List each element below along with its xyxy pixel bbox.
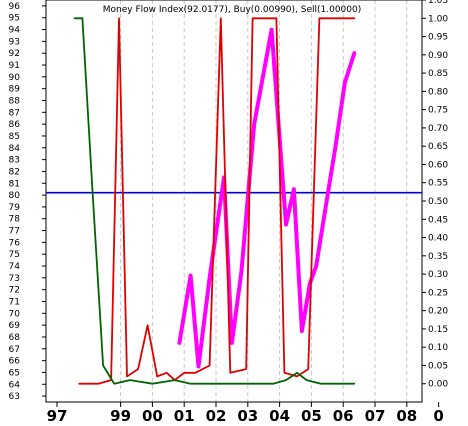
right-axis: 0.00 0.05 0.10 0.15 0.20 0.25 0.30 0.35 0.40 0.45… <box>422 0 448 390</box>
left-tick-label: 87 <box>9 108 20 118</box>
left-tick-label: 89 <box>9 85 21 95</box>
left-tick-label: 91 <box>9 61 20 71</box>
right-tick-label: 0.05 <box>428 361 448 371</box>
x-tick-label: 02 <box>206 407 227 425</box>
right-tick-label: 0.40 <box>428 234 448 244</box>
x-tick-label: 01 <box>174 407 195 425</box>
right-tick-label: 0.70 <box>428 124 448 134</box>
right-tick-label: 0.35 <box>428 252 448 262</box>
sell-series-line <box>78 17 356 385</box>
left-tick-label: 69 <box>9 321 21 331</box>
left-tick-label: 72 <box>9 286 20 296</box>
right-tick-label: 0.85 <box>428 69 448 79</box>
left-tick-label: 85 <box>9 132 20 142</box>
right-tick-label: 0.15 <box>428 325 448 335</box>
left-tick-label: 95 <box>9 14 20 24</box>
left-tick-label: 63 <box>9 392 20 402</box>
left-tick-label: 86 <box>9 120 21 130</box>
left-tick-label: 84 <box>9 144 21 154</box>
series-layer <box>46 17 422 385</box>
left-tick-label: 75 <box>9 250 20 260</box>
right-tick-label: 0.75 <box>428 106 448 116</box>
left-tick-label: 82 <box>9 167 20 177</box>
x-tick-label: 97 <box>47 407 68 425</box>
x-tick-label: 0 <box>433 407 443 425</box>
right-tick-label: 0.45 <box>428 215 448 225</box>
right-tick-label: 0.20 <box>428 307 448 317</box>
x-tick-label: 04 <box>269 407 290 425</box>
left-tick-label: 90 <box>9 73 21 83</box>
left-tick-label: 68 <box>9 333 21 343</box>
right-tick-label: 0.25 <box>428 288 448 298</box>
left-tick-label: 66 <box>9 357 21 367</box>
left-tick-label: 76 <box>9 238 21 248</box>
left-tick-label: 74 <box>9 262 21 272</box>
right-tick-label: 0.55 <box>428 179 448 189</box>
buy-series-line <box>73 17 356 385</box>
left-tick-label: 65 <box>9 368 20 378</box>
left-tick-label: 80 <box>9 191 21 201</box>
x-tick-label: 08 <box>396 407 417 425</box>
x-tick-label: 00 <box>142 407 163 425</box>
left-tick-label: 77 <box>9 227 20 237</box>
left-tick-label: 79 <box>9 203 21 213</box>
right-tick-label: 0.10 <box>428 343 448 353</box>
left-tick-label: 67 <box>9 345 20 355</box>
x-axis: 97 99 00 01 02 03 04 05 06 07 08 0 <box>47 402 444 425</box>
x-tick-label: 07 <box>365 407 386 425</box>
x-tick-label: 03 <box>237 407 258 425</box>
right-tick-label: 0.30 <box>428 270 448 280</box>
x-tick-label: 99 <box>110 407 131 425</box>
left-tick-label: 70 <box>9 309 21 319</box>
left-tick-label: 93 <box>9 37 20 47</box>
right-tick-label: 1.00 <box>428 14 448 24</box>
right-tick-label: 0.90 <box>428 51 448 61</box>
right-tick-label: 0.60 <box>428 160 448 170</box>
x-tick-label: 06 <box>333 407 354 425</box>
left-tick-label: 83 <box>9 156 20 166</box>
left-tick-label: 71 <box>9 298 20 308</box>
x-tick-label: 05 <box>301 407 322 425</box>
left-tick-label: 78 <box>9 215 21 225</box>
left-tick-label: 73 <box>9 274 20 284</box>
right-tick-label: 0.00 <box>428 380 448 390</box>
right-tick-label: 1.05 <box>428 0 448 6</box>
right-tick-label: 0.50 <box>428 197 448 207</box>
right-tick-label: 0.80 <box>428 87 448 97</box>
chart-title: Money Flow Index(92.0177), Buy(0.00990),… <box>103 5 362 15</box>
left-tick-label: 94 <box>9 26 21 36</box>
left-tick-label: 64 <box>9 380 21 390</box>
left-tick-label: 81 <box>9 179 20 189</box>
left-tick-label: 92 <box>9 49 20 59</box>
right-tick-label: 0.95 <box>428 33 448 43</box>
left-tick-label: 96 <box>9 2 21 12</box>
left-tick-label: 88 <box>9 97 21 107</box>
right-tick-label: 0.65 <box>428 142 448 152</box>
